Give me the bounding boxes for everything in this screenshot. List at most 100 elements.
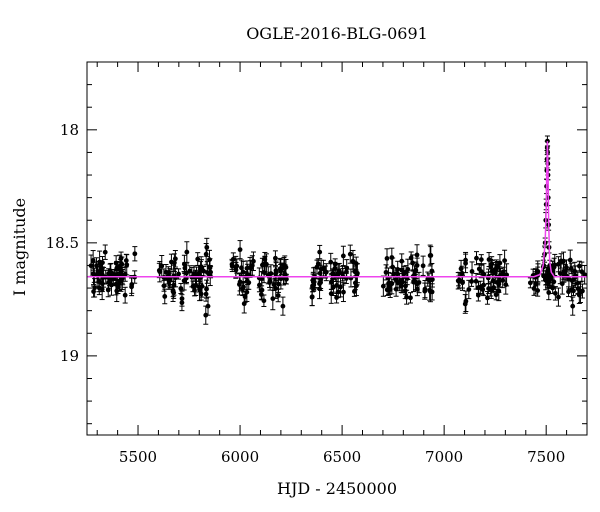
data-point <box>353 275 359 297</box>
data-point <box>462 294 468 314</box>
data-point <box>248 260 254 276</box>
data-point <box>380 275 386 297</box>
data-point <box>204 237 210 257</box>
data-point <box>478 264 484 279</box>
x-tick-label: 6000 <box>221 448 259 466</box>
data-point <box>122 286 128 304</box>
data-point <box>557 262 563 285</box>
data-point <box>281 256 287 274</box>
x-axis-label: HJD - 2450000 <box>277 479 397 498</box>
data-point <box>503 274 509 295</box>
data-point <box>527 277 533 289</box>
data-point <box>332 258 338 270</box>
x-tick-label: 7500 <box>527 448 565 466</box>
data-point <box>179 294 185 312</box>
x-tick-label: 6500 <box>323 448 361 466</box>
data-point <box>561 263 567 280</box>
data-point <box>568 262 574 275</box>
data-point <box>237 240 243 260</box>
data-point <box>411 270 417 293</box>
data-point <box>275 288 281 303</box>
data-point <box>129 275 135 294</box>
data-point <box>575 271 581 295</box>
data-point <box>389 247 395 268</box>
data-point <box>272 250 278 267</box>
y-tick-label: 18.5 <box>46 234 79 252</box>
data-point <box>497 254 503 272</box>
model-curve <box>87 141 587 278</box>
data-point <box>408 251 414 265</box>
data-point <box>267 277 273 288</box>
data-point <box>414 282 420 297</box>
chart-title: OGLE-2016-BLG-0691 <box>246 24 428 43</box>
data-point <box>241 293 247 314</box>
data-point <box>96 280 102 296</box>
data-point <box>203 305 209 325</box>
x-tick-label: 7000 <box>425 448 463 466</box>
data-point <box>398 278 404 294</box>
data-point <box>328 283 334 304</box>
data-point <box>317 244 323 260</box>
data-point <box>280 296 286 316</box>
data-point <box>199 274 205 298</box>
data-point <box>317 264 323 282</box>
data-point <box>552 253 558 277</box>
data-point <box>108 262 114 282</box>
data-point <box>203 286 209 302</box>
y-tick-label: 19 <box>60 347 79 365</box>
data-point <box>577 281 583 304</box>
data-point <box>184 241 190 263</box>
data-point <box>414 244 420 266</box>
data-point <box>463 290 469 312</box>
data-point <box>469 276 475 287</box>
data-point <box>273 277 279 299</box>
axis-ticks: 5500 6000 6500 7000 7500 18 18.5 19 <box>46 62 587 466</box>
data-point <box>132 246 138 262</box>
data-point <box>427 244 433 267</box>
data-point <box>340 282 346 303</box>
data-point <box>171 253 177 273</box>
data-point <box>570 296 576 316</box>
data-point <box>422 282 428 300</box>
data-point <box>420 255 426 276</box>
data-point <box>535 284 541 297</box>
data-point <box>97 250 103 274</box>
data-point <box>204 261 210 284</box>
data-point <box>102 244 108 260</box>
data-point <box>181 254 187 274</box>
data-point <box>195 252 201 266</box>
data-point <box>546 284 552 301</box>
x-tick-label: 5500 <box>119 448 157 466</box>
data-point <box>250 251 256 272</box>
data-point <box>161 279 167 292</box>
data-point <box>535 260 541 283</box>
data-point <box>485 271 491 285</box>
data-point <box>115 280 121 295</box>
y-tick-label: 18 <box>60 121 79 139</box>
data-point <box>91 262 97 286</box>
data-point <box>429 283 435 301</box>
data-point <box>92 278 98 298</box>
data-point <box>328 252 334 272</box>
data-point <box>206 249 212 270</box>
data-point <box>277 257 283 280</box>
data-point <box>473 251 479 266</box>
data-point <box>576 260 582 272</box>
data-point <box>489 256 495 272</box>
data-point <box>309 287 315 307</box>
data-point <box>558 253 564 269</box>
data-point <box>340 245 346 267</box>
plot-area <box>87 135 588 325</box>
data-point <box>170 280 176 302</box>
data-point <box>178 282 184 295</box>
data-point <box>459 265 465 281</box>
data-point <box>463 253 469 274</box>
data-point <box>493 259 499 279</box>
data-point <box>108 274 114 296</box>
data-point <box>347 244 353 264</box>
data-point <box>91 285 97 298</box>
data-point <box>407 292 413 304</box>
data-point <box>244 272 250 290</box>
data-point <box>475 288 481 302</box>
